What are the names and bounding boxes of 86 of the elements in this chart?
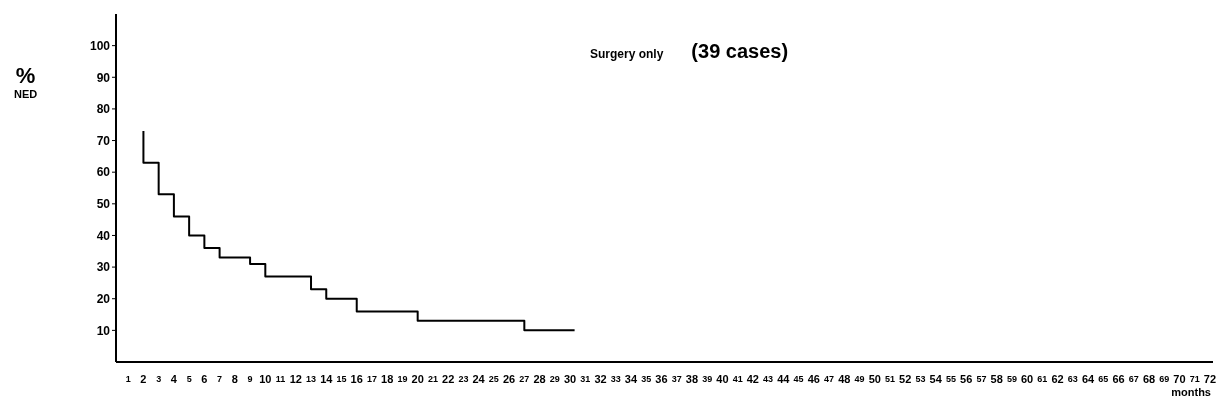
x-tick-label: 9 [247,374,253,384]
x-tick-label: 66 [1112,373,1125,385]
x-tick-label: 57 [976,374,987,384]
x-tick-label: 12 [289,373,302,385]
x-tick-label: 65 [1098,374,1109,384]
x-tick-label: 40 [716,373,729,385]
x-tick-label: 55 [945,374,956,384]
x-tick-label: 35 [641,374,652,384]
x-tick-label: 68 [1142,373,1156,385]
x-tick-label: 19 [397,374,408,384]
x-tick-label: 70 [1173,373,1186,385]
x-tick-label: 32 [594,373,607,385]
x-tick-label: 36 [655,373,668,385]
x-tick-label: 31 [580,374,591,384]
x-tick-label: 2 [140,373,147,385]
x-tick-label: 24 [472,373,486,385]
x-tick-label: 39 [702,374,713,384]
text: Surgery only [590,47,664,61]
x-tick-label: 10 [259,373,272,385]
x-tick-label: 5 [186,374,192,384]
x-tick-label: 25 [488,374,499,384]
y-axis-title: % NED [14,63,38,101]
x-tick-label: 11 [275,374,286,384]
x-tick-label: 56 [960,373,973,385]
text: (39 cases) [691,40,789,63]
x-tick-label: 3 [156,374,162,384]
y-tick-label: 20 [96,291,111,306]
x-tick-label: 14 [320,373,334,385]
x-tick-label: 60 [1020,373,1034,385]
x-tick-label: 52 [899,373,912,385]
x-tick-label: 21 [427,374,438,384]
x-tick-label: 62 [1051,373,1064,385]
x-tick-label: 43 [763,374,774,384]
x-tick-label: 26 [502,373,516,385]
x-tick-label: 17 [366,374,377,384]
x-tick-label: 23 [458,374,469,384]
x-tick-label: 48 [838,373,851,385]
x-tick-label: 33 [610,374,621,384]
x-tick-label: 13 [306,374,317,384]
x-tick-label: 69 [1159,374,1170,384]
x-tick-label: 71 [1189,374,1200,384]
x-tick-label: 54 [929,373,943,385]
x-tick-label: 59 [1006,374,1017,384]
x-tick-label: 47 [824,374,835,384]
x-tick-label: 53 [915,374,926,384]
x-tick-label: 61 [1037,374,1048,384]
x-tick-label: 46 [807,373,820,385]
y-tick-label: 60 [96,165,111,180]
x-tick-label: 45 [793,374,804,384]
x-tick-label: 67 [1128,374,1139,384]
y-tick-label: 70 [96,133,111,148]
x-tick-label: 64 [1081,373,1096,385]
x-tick-label: 37 [671,374,682,384]
y-tick-label: 40 [96,228,111,243]
y-tick-label: 90 [96,70,111,85]
x-tick-label: 30 [563,373,577,385]
x-tick-label: 42 [746,373,759,385]
x-tick-label: 49 [854,374,865,384]
x-tick-label: 4 [170,373,178,385]
x-tick-label: 1 [125,374,131,384]
x-tick-label: 38 [685,373,699,385]
x-tick-label: 41 [732,374,743,384]
y-tick-label: 100 [89,38,111,53]
x-tick-label: 18 [381,373,394,385]
x-tick-label: 29 [549,374,560,384]
y-tick-label: 50 [96,197,111,212]
x-tick-label: 22 [442,373,455,385]
x-tick-label: 8 [231,373,238,385]
x-tick-label: 51 [884,374,895,384]
x-axis-title: months [1171,386,1211,398]
x-tick-label: 6 [201,373,208,385]
x-tick-label: 50 [868,373,881,385]
y-tick-label: 80 [96,102,111,117]
x-tick-label: 16 [350,373,363,385]
x-tick-label: 7 [217,374,223,384]
x-tick-label: 20 [411,373,424,385]
x-tick-label: 28 [533,373,546,385]
x-tick-label: 72 [1203,373,1217,385]
y-tick-label: 30 [96,260,111,275]
x-tick-label: 63 [1067,374,1078,384]
x-tick-label: 58 [990,373,1003,385]
x-tick-label: 44 [777,373,791,385]
y-tick-label: 10 [96,323,111,338]
x-tick-label: 15 [336,374,347,384]
x-tick-label: 27 [519,374,530,384]
x-tick-label: 34 [624,373,638,385]
